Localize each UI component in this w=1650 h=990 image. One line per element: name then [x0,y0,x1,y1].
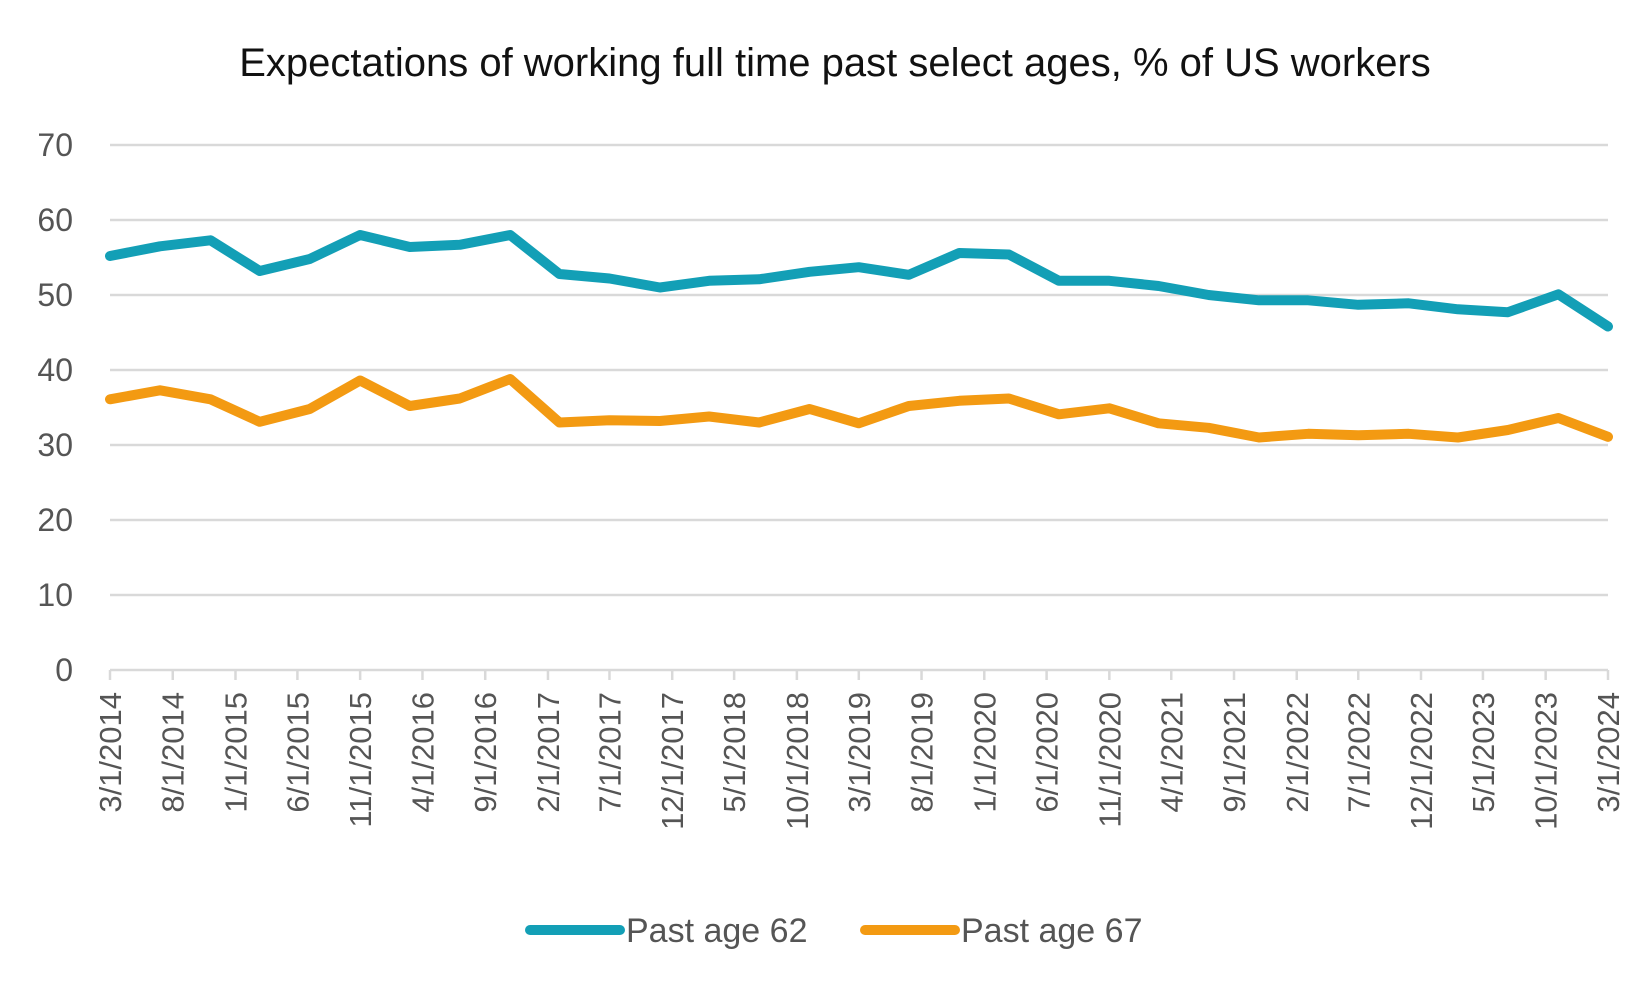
x-tick-label: 7/1/2022 [1341,692,1376,813]
x-tick-label: 5/1/2018 [717,692,752,813]
y-tick-label: 60 [37,202,73,238]
x-tick-label: 8/1/2014 [156,692,191,813]
y-tick-label: 0 [55,652,73,688]
x-tick-label: 4/1/2021 [1154,692,1189,813]
x-tick-label: 3/1/2014 [93,692,128,813]
x-tick-label: 6/1/2020 [1030,692,1065,813]
series-line-2 [105,374,1613,443]
y-tick-label: 50 [37,277,73,313]
gridlines [110,143,1608,597]
x-tick-label: 4/1/2016 [405,692,440,813]
y-tick-label: 20 [37,502,73,538]
x-tick-label: 8/1/2019 [905,692,940,813]
y-tick-label: 70 [37,127,73,163]
x-tick-label: 11/1/2015 [343,692,378,828]
legend-label: Past age 62 [626,912,807,950]
y-axis-tick-labels: 0 10 20 30 40 50 60 70 [37,127,73,688]
chart-title: Expectations of working full time past s… [239,41,1431,85]
x-tick-label: 2/1/2022 [1280,692,1315,813]
x-tick-label: 1/1/2020 [967,692,1002,813]
x-tick-label: 11/1/2020 [1092,692,1127,828]
x-tick-label: 12/1/2022 [1404,692,1439,830]
x-tick-label: 10/1/2023 [1529,692,1564,830]
legend-item: Past age 67 [860,912,1142,950]
x-tick-label: 5/1/2023 [1466,692,1501,813]
x-tick-label: 2/1/2017 [531,692,566,813]
x-axis: 3/1/2014 8/1/2014 1/1/2015 6/1/2015 11/1/201… [93,668,1626,830]
x-tick-label: 3/1/2019 [842,692,877,813]
x-tick-label: 9/1/2021 [1217,692,1252,813]
y-tick-label: 40 [37,352,73,388]
x-tick-label: 10/1/2018 [780,692,815,830]
legend: Past age 62 Past age 67 [525,912,1142,950]
x-tick-label: 3/1/2024 [1591,692,1626,813]
x-tick-label: 12/1/2017 [655,692,690,830]
series-line-1 [105,230,1613,332]
x-tick-label: 9/1/2016 [468,692,503,813]
y-tick-label: 30 [37,427,73,463]
y-tick-label: 10 [37,577,73,613]
legend-item: Past age 62 [525,912,807,950]
legend-label: Past age 67 [961,912,1142,950]
x-tick-label: 7/1/2017 [592,692,627,813]
series-lines [105,230,1613,443]
x-tick-label: 6/1/2015 [280,692,315,813]
x-tick-label: 1/1/2015 [218,692,253,813]
